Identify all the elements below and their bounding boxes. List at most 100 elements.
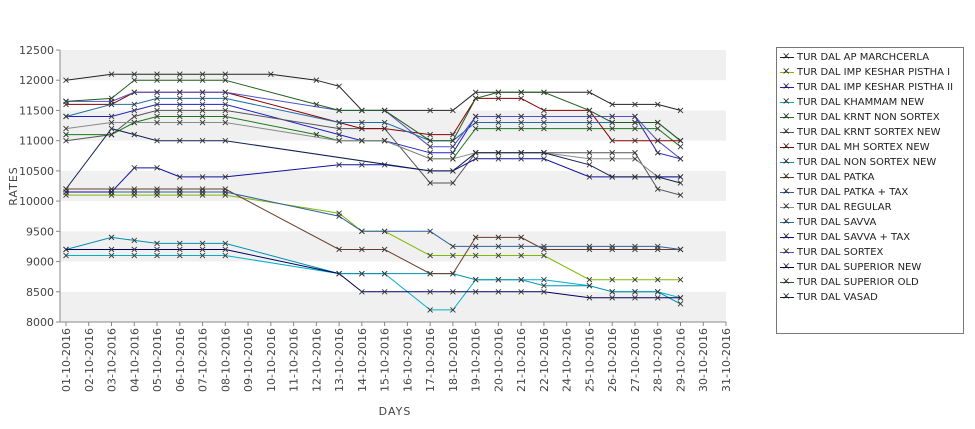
data-point — [472, 119, 479, 126]
data-point — [63, 98, 69, 105]
x-tick-label: 05-10-2016 — [151, 328, 164, 392]
x-tick-label: 01-10-2016 — [60, 328, 73, 392]
data-point — [495, 113, 502, 120]
data-point — [677, 137, 684, 144]
legend-marker-icon: × — [777, 171, 797, 183]
x-tick-label: 30-10-2016 — [697, 328, 710, 392]
data-point — [450, 137, 456, 144]
data-point — [632, 243, 638, 250]
legend-marker-icon: × — [777, 216, 797, 228]
data-point — [154, 89, 160, 96]
legend-item: × TUR DAL PATKA — [777, 171, 963, 183]
data-point — [108, 71, 115, 77]
data-point — [632, 174, 638, 180]
legend-item: × TUR DAL REGULAR — [777, 201, 963, 213]
data-point — [336, 162, 342, 168]
data-point — [222, 252, 229, 259]
data-point — [63, 125, 69, 132]
data-point — [336, 131, 342, 138]
data-point — [176, 101, 183, 108]
legend-item: × TUR DAL IMP KESHAR PISTHA II — [777, 81, 963, 93]
x-tick-label: 03-10-2016 — [106, 328, 119, 392]
data-point — [632, 119, 638, 126]
data-point — [359, 288, 365, 295]
data-point — [472, 89, 479, 96]
x-tick-label: 16-10-2016 — [401, 328, 414, 392]
series-group — [63, 71, 684, 313]
y-tick-label: 10000 — [19, 195, 54, 208]
data-point — [222, 119, 229, 126]
data-point — [609, 137, 616, 144]
y-axis-ticks: 8000 8500 9000 9500 10000 10500 11000 11500 1200… — [19, 44, 60, 329]
data-point — [63, 77, 69, 84]
data-point — [518, 89, 524, 96]
legend-label: TUR DAL SAVVA + TAX — [797, 232, 911, 243]
legend-marker-icon: × — [777, 261, 797, 273]
data-point — [336, 270, 342, 277]
legend-label: TUR DAL MH SORTEX NEW — [797, 142, 930, 153]
data-point — [586, 295, 593, 301]
data-point — [609, 125, 616, 132]
data-point — [154, 137, 160, 144]
legend-label: TUR DAL REGULAR — [797, 202, 892, 213]
data-point — [450, 168, 456, 174]
data-point — [495, 149, 502, 156]
data-point — [495, 119, 502, 126]
data-point — [131, 107, 138, 114]
data-point — [131, 113, 138, 120]
data-point — [63, 186, 69, 192]
data-point — [541, 155, 547, 162]
legend-marker-icon: × — [777, 111, 797, 123]
data-point — [381, 228, 388, 235]
data-point — [541, 119, 547, 126]
data-point — [450, 307, 456, 313]
x-tick-label: 20-10-2016 — [492, 328, 505, 392]
legend-marker-icon: × — [777, 81, 797, 93]
data-point — [495, 252, 502, 259]
x-tick-label: 08-10-2016 — [219, 328, 232, 392]
data-point — [199, 113, 206, 120]
y-tick-label: 11500 — [19, 104, 54, 117]
data-point — [381, 107, 388, 114]
series-10 — [63, 189, 684, 253]
data-point — [176, 119, 183, 126]
grid-band — [60, 291, 726, 322]
data-point — [199, 174, 206, 180]
data-point — [472, 125, 479, 132]
legend-item: × TUR DAL PATKA + TAX — [777, 186, 963, 198]
y-axis-label: RATES — [7, 166, 20, 206]
data-point — [222, 101, 229, 108]
data-point — [450, 288, 456, 295]
x-tick-label: 18-10-2016 — [447, 328, 460, 392]
data-point — [495, 155, 502, 162]
data-point — [108, 246, 115, 253]
data-point — [176, 137, 183, 144]
data-point — [108, 189, 115, 195]
data-point — [677, 276, 684, 283]
legend-label: TUR DAL NON SORTEX NEW — [797, 157, 937, 168]
data-point — [154, 240, 160, 247]
legend-marker-icon: × — [777, 156, 797, 168]
data-point — [609, 276, 616, 283]
legend-item: × TUR DAL SAVVA + TAX — [777, 231, 963, 243]
legend-item: × TUR DAL NON SORTEX NEW — [777, 156, 963, 168]
data-point — [541, 113, 547, 120]
data-point — [472, 243, 479, 250]
data-point — [336, 246, 342, 253]
data-point — [176, 252, 183, 259]
data-point — [427, 228, 433, 235]
x-tick-label: 06-10-2016 — [174, 328, 187, 392]
legend-label: TUR DAL PATKA + TAX — [797, 187, 909, 198]
data-point — [427, 155, 433, 162]
data-point — [336, 125, 342, 132]
data-point — [359, 119, 365, 126]
data-point — [427, 288, 433, 295]
data-point — [518, 288, 524, 295]
data-point — [495, 125, 502, 132]
data-point — [518, 149, 524, 156]
data-point — [176, 77, 183, 84]
data-point — [632, 101, 638, 108]
series-15 — [63, 246, 684, 301]
legend-marker-icon: × — [777, 276, 797, 288]
